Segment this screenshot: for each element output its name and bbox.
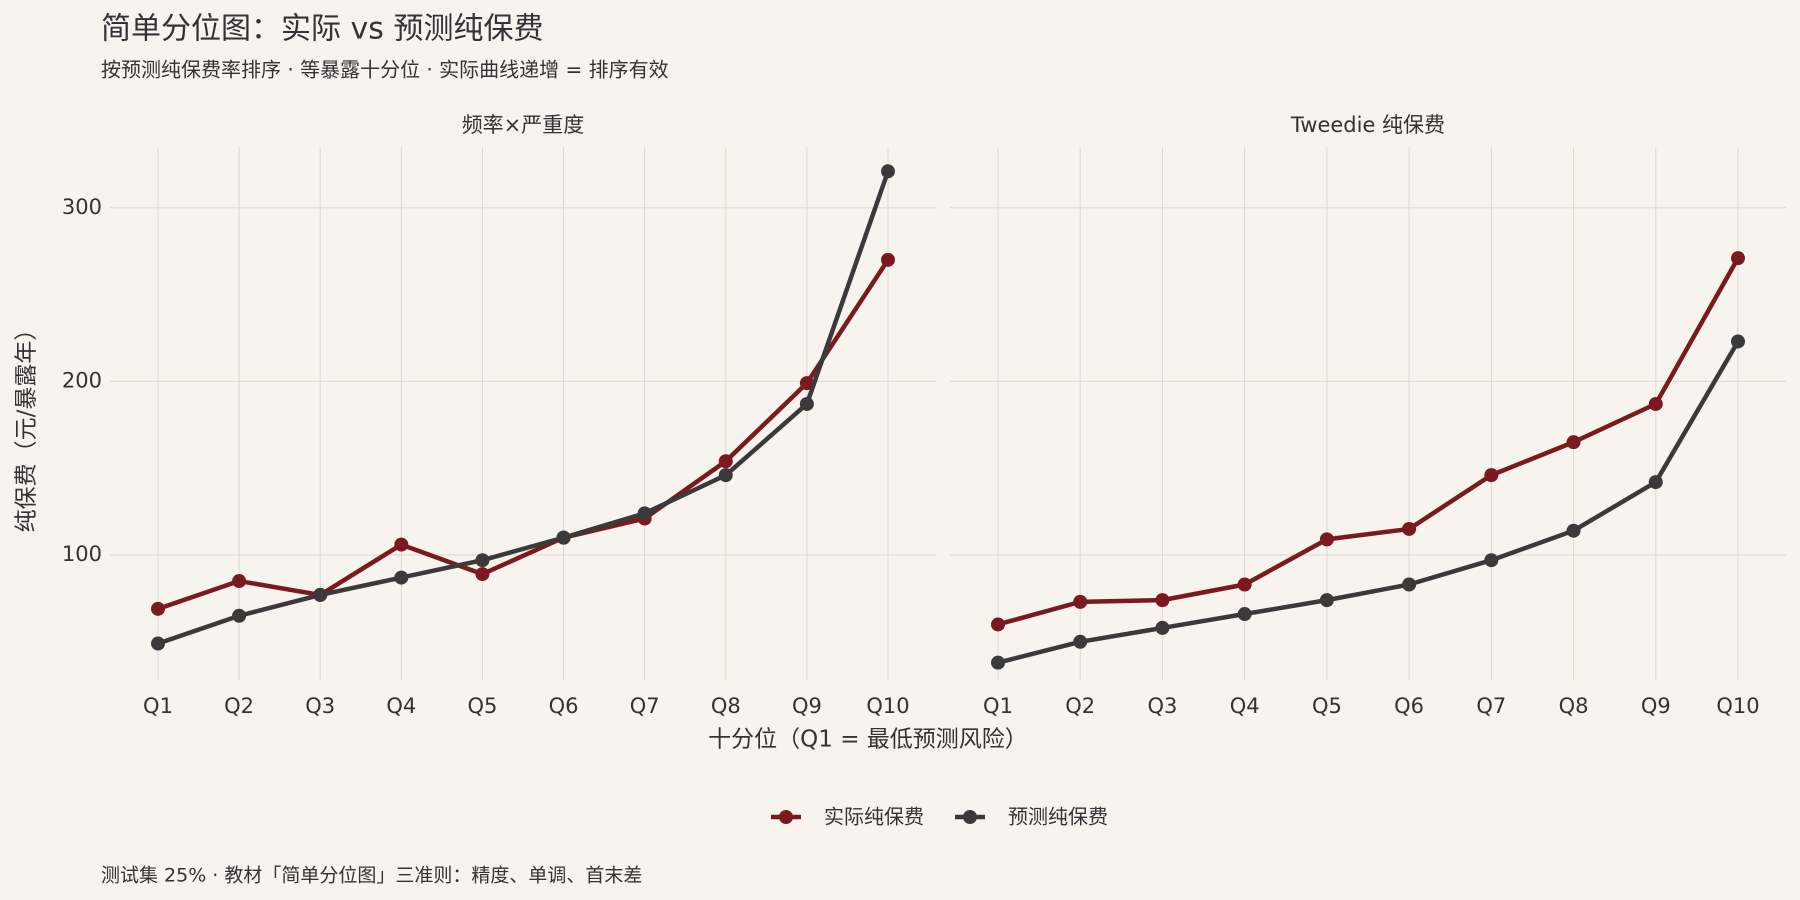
- data-point: [799, 376, 814, 391]
- data-point: [1648, 396, 1663, 411]
- data-point: [1731, 251, 1745, 266]
- panel-title: Tweedie 纯保费: [1290, 113, 1445, 137]
- x-tick-label: Q8: [711, 694, 741, 718]
- data-point: [1566, 523, 1581, 538]
- data-point: [151, 601, 165, 616]
- legend-marker: [779, 810, 793, 824]
- y-tick-label: 100: [62, 542, 102, 566]
- x-tick-label: Q9: [792, 694, 822, 718]
- data-point: [475, 567, 490, 582]
- data-point: [556, 530, 571, 545]
- x-tick-label: Q9: [1641, 694, 1671, 718]
- data-point: [637, 506, 652, 521]
- data-point: [1319, 532, 1334, 547]
- x-tick-label: Q5: [1312, 694, 1342, 718]
- data-point: [881, 164, 895, 179]
- legend-marker: [963, 810, 977, 824]
- data-point: [1731, 334, 1745, 349]
- x-tick-label: Q6: [549, 694, 579, 718]
- series-line: [157, 258, 890, 611]
- chart-title: 简单分位图：实际 vs 预测纯保费: [101, 12, 543, 47]
- data-point: [232, 574, 247, 589]
- data-point: [799, 396, 814, 411]
- caption: 测试集 25% · 教材「简单分位图」三准则：精度、单调、首末差: [101, 865, 642, 887]
- data-point: [718, 468, 733, 483]
- x-tick-label: Q10: [866, 694, 909, 718]
- data-point: [1073, 594, 1088, 609]
- x-tick-label: Q2: [224, 694, 254, 718]
- data-point: [1484, 468, 1499, 483]
- x-tick-label: Q10: [1716, 694, 1759, 718]
- data-point: [394, 537, 409, 552]
- y-axis-label: 纯保费（元/暴露年）: [14, 318, 40, 533]
- x-tick-label: Q1: [983, 694, 1013, 718]
- x-tick-label: Q4: [386, 694, 416, 718]
- y-tick-label: 300: [62, 195, 102, 219]
- x-tick-label: Q3: [305, 694, 335, 718]
- series-line: [997, 340, 1740, 665]
- data-point: [1237, 577, 1252, 592]
- data-point: [991, 617, 1005, 632]
- x-tick-label: Q4: [1230, 694, 1260, 718]
- data-point: [1155, 620, 1170, 635]
- x-tick-label: Q1: [143, 694, 173, 718]
- data-point: [1155, 593, 1170, 608]
- data-point: [1237, 607, 1252, 622]
- data-point: [394, 570, 409, 585]
- data-point: [475, 553, 490, 568]
- data-point: [881, 252, 895, 267]
- subtitle: 按预测纯保费率排序 · 等暴露十分位 · 实际曲线递增 = 排序有效: [101, 58, 669, 82]
- data-point: [1319, 593, 1334, 608]
- legend-label: 预测纯保费: [1008, 805, 1108, 829]
- data-point: [991, 655, 1005, 670]
- x-tick-label: Q7: [630, 694, 660, 718]
- legend-label: 实际纯保费: [824, 805, 924, 829]
- x-tick-label: Q8: [1559, 694, 1589, 718]
- x-tick-label: Q2: [1065, 694, 1095, 718]
- data-point: [1402, 521, 1417, 536]
- x-tick-label: Q3: [1147, 694, 1177, 718]
- data-point: [151, 636, 165, 651]
- data-point: [313, 587, 328, 602]
- y-tick-label: 200: [62, 368, 102, 392]
- data-point: [1073, 634, 1088, 649]
- x-axis-label: 十分位（Q1 = 最低预测风险）: [708, 727, 1028, 753]
- data-point: [1566, 435, 1581, 450]
- data-point: [1402, 577, 1417, 592]
- x-tick-label: Q6: [1394, 694, 1424, 718]
- series-line: [157, 170, 891, 646]
- data-point: [1648, 475, 1663, 490]
- data-point: [718, 454, 733, 469]
- x-tick-label: Q7: [1476, 694, 1506, 718]
- panel-title: 频率×严重度: [462, 113, 585, 137]
- data-point: [232, 608, 247, 623]
- data-point: [1484, 553, 1499, 568]
- series-line: [997, 257, 1740, 627]
- x-tick-label: Q5: [467, 694, 497, 718]
